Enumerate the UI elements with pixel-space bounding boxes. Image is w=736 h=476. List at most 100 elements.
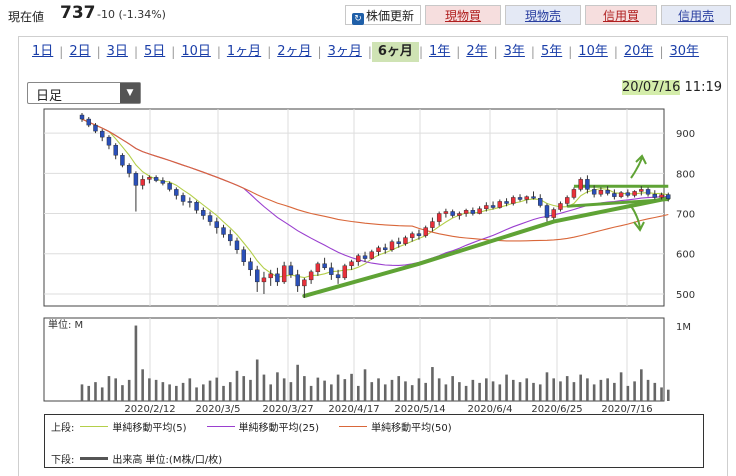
tab-period[interactable]: 10年 (578, 44, 608, 59)
volume-bar (525, 378, 529, 401)
tab-separator: | (267, 45, 272, 59)
candle-body (490, 205, 496, 208)
candle-body (268, 273, 273, 279)
candle-body (349, 261, 354, 266)
candle-body (113, 144, 118, 156)
volume-bar (215, 377, 219, 401)
arrow-down-icon (630, 205, 645, 232)
candle-body (126, 165, 132, 174)
candle-body (147, 177, 152, 180)
tab-period[interactable]: 2日 (69, 44, 91, 59)
candle-body (335, 274, 341, 279)
volume-bar (255, 359, 259, 401)
volume-unit-label: 単位: M (48, 318, 83, 331)
tab-period[interactable]: 3日 (106, 44, 128, 59)
candle-body (463, 210, 469, 214)
tab-period[interactable]: 3ヶ月 (327, 44, 362, 59)
candle-body (396, 241, 401, 244)
candle-span-select[interactable]: 日足 ▼ (27, 82, 141, 104)
timestamp-time: 11:19 (684, 80, 722, 95)
candle-body (174, 189, 179, 196)
volume-bar (646, 379, 650, 401)
volume-bar (343, 379, 347, 401)
candle-body (645, 189, 651, 195)
volume-bar (444, 384, 448, 401)
candle-body (423, 227, 428, 236)
candle-span-value: 日足 (36, 89, 63, 104)
volume-bar (330, 384, 333, 401)
price-tick-label: 700 (676, 210, 695, 221)
volume-bar (653, 382, 657, 401)
candle-body (120, 155, 125, 166)
volume-bar (303, 376, 306, 401)
tab-separator: | (568, 45, 573, 59)
candle-body (538, 198, 543, 206)
dropdown-arrow-icon: ▼ (120, 83, 140, 103)
tab-separator: | (613, 45, 618, 59)
legend-item-label: 単純移動平均(5) (112, 423, 187, 434)
support-trendline (302, 196, 671, 298)
tab-period[interactable]: 1年 (428, 44, 451, 59)
cash-sell-button[interactable]: 現物売 (505, 5, 581, 25)
tab-period[interactable]: 1日 (32, 44, 54, 59)
tab-period[interactable]: 6ヶ月 (371, 42, 419, 62)
candle-body (585, 179, 590, 190)
legend-item: 単純移動平均(50) (333, 419, 452, 434)
volume-bar (518, 382, 522, 401)
candle-body (457, 213, 462, 216)
candle-body (571, 189, 577, 198)
legend-item: 単純移動平均(5) (74, 419, 187, 434)
volume-bar (309, 385, 313, 401)
volume-tick-label: 1M (676, 322, 691, 333)
tab-period[interactable]: 2ヶ月 (277, 44, 312, 59)
tab-separator: | (171, 45, 176, 59)
candle-body (288, 265, 294, 275)
candle-body (79, 114, 85, 120)
cash-buy-button[interactable]: 現物買 (425, 5, 501, 25)
candle-body (362, 255, 368, 259)
candle-body (180, 195, 186, 202)
candle-body (389, 241, 395, 250)
tab-period[interactable]: 3年 (503, 44, 525, 59)
price-tick-label: 500 (676, 290, 695, 301)
volume-bar (114, 378, 117, 401)
volume-bar (316, 377, 320, 401)
refresh-price-button[interactable]: ↻ 株価更新 (345, 5, 421, 25)
candle-body (376, 247, 381, 252)
candle-body (221, 227, 226, 235)
tab-period[interactable]: 20年 (623, 44, 654, 59)
date-tick-label: 2020/6/25 (531, 404, 582, 415)
timestamp-date: 20/07/16 (622, 80, 681, 95)
tab-period[interactable]: 5日 (143, 44, 166, 59)
candle-body (450, 211, 455, 216)
legend-lower-label: 下段: (51, 455, 75, 466)
volume-bar (121, 385, 124, 401)
margin-buy-button[interactable]: 信用買 (585, 5, 657, 25)
candle-body (443, 211, 449, 214)
candle-body (369, 251, 374, 259)
tab-separator: | (216, 45, 221, 59)
volume-bar (208, 380, 212, 401)
volume-bar (491, 381, 495, 401)
tab-period[interactable]: 10日 (181, 44, 211, 59)
candle-body (517, 197, 523, 200)
tab-period[interactable]: 2年 (466, 44, 488, 59)
candle-body (551, 209, 556, 218)
candle-body (167, 183, 172, 190)
volume-bar (606, 378, 609, 401)
volume-bar (383, 384, 387, 401)
candle-body (659, 194, 664, 198)
margin-sell-button[interactable]: 信用売 (661, 5, 731, 25)
volume-bar (289, 382, 293, 401)
volume-bar (458, 382, 461, 401)
volume-bar (471, 379, 475, 401)
volume-bar (397, 376, 401, 401)
tab-period[interactable]: 1ヶ月 (226, 44, 262, 59)
tab-period[interactable]: 30年 (669, 44, 700, 59)
date-tick-label: 2020/7/16 (601, 404, 652, 415)
candle-body (201, 210, 206, 216)
volume-bar (363, 369, 367, 401)
volume-bar (613, 382, 616, 401)
candle-body (140, 179, 145, 186)
tab-period[interactable]: 5年 (540, 44, 563, 59)
